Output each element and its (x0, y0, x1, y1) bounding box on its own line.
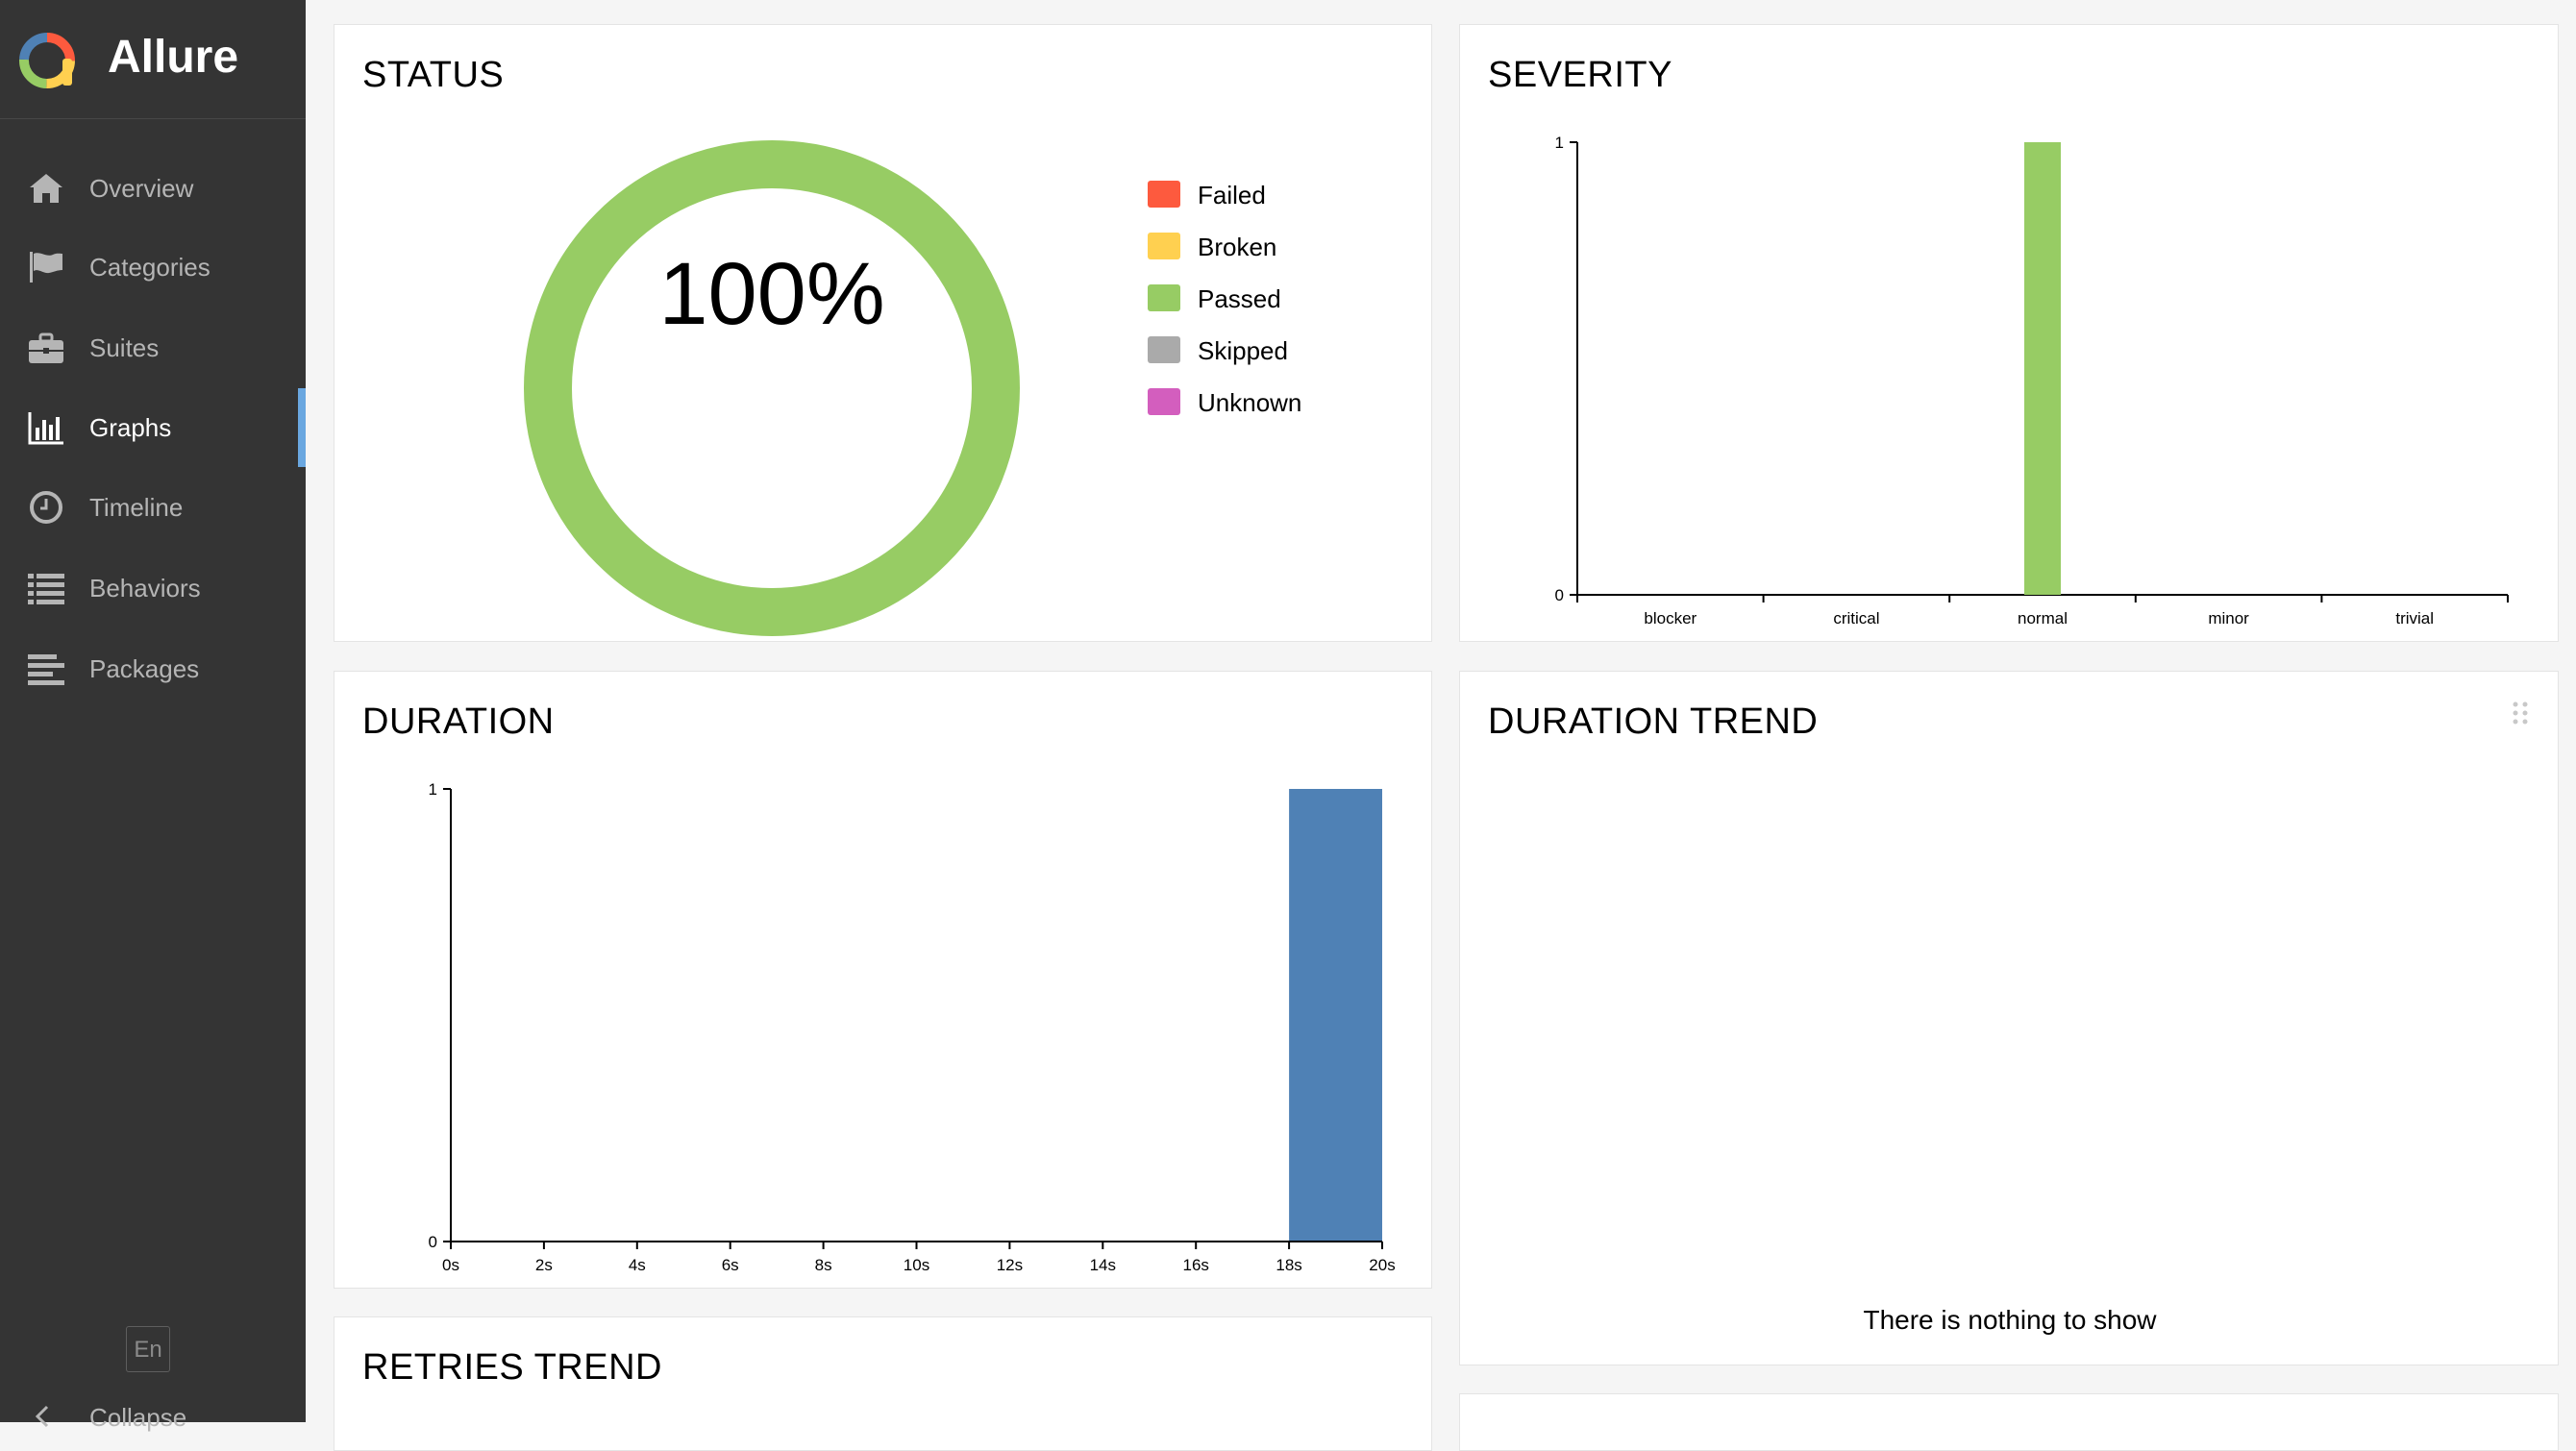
sidebar-item-label: Graphs (89, 413, 172, 442)
sidebar-item-categories[interactable]: Categories (0, 228, 306, 307)
x-tick-label: minor (2208, 609, 2249, 627)
sidebar-item-graphs[interactable]: Graphs (0, 388, 306, 467)
legend-swatch-passed (1148, 284, 1180, 311)
empty-state-message: There is nothing to show (1863, 1305, 2157, 1335)
sidebar-item-behaviors[interactable]: Behaviors (0, 549, 306, 627)
x-tick-label: 12s (997, 1256, 1023, 1274)
x-tick-label: 10s (904, 1256, 929, 1274)
retries-trend-widget: RETRIES TREND (334, 1316, 1432, 1451)
collapse-button[interactable]: Collapse (0, 1393, 306, 1432)
legend-swatch-unknown (1148, 388, 1180, 415)
flag-icon (27, 248, 65, 286)
x-tick-label: 8s (815, 1256, 832, 1274)
severity-bar-chart: 0 1 blocker critical normal minor trivial (1555, 134, 2509, 627)
widget-title: SEVERITY (1488, 55, 1672, 95)
x-tick-label: 14s (1090, 1256, 1116, 1274)
y-tick-label: 1 (429, 780, 437, 799)
legend-swatch-failed (1148, 181, 1180, 208)
home-icon (27, 169, 65, 208)
legend-label: Skipped (1198, 336, 1288, 365)
collapse-label: Collapse (89, 1403, 187, 1432)
sidebar: Allure Overview Categories Suites Graphs… (0, 0, 306, 1432)
y-tick-label: 1 (1555, 134, 1564, 152)
x-tick-label: 4s (629, 1256, 646, 1274)
widget-title: STATUS (362, 55, 505, 95)
widget-title: DURATION TREND (1488, 701, 1819, 742)
legend-label: Passed (1198, 284, 1281, 313)
x-tick-label: blocker (1644, 609, 1697, 627)
app-title: Allure (108, 32, 239, 83)
x-tick-label: trivial (2395, 609, 2434, 627)
status-donut-chart (524, 140, 1020, 636)
legend-label: Failed (1198, 181, 1266, 209)
legend-label: Broken (1198, 233, 1277, 261)
widget-title: RETRIES TREND (362, 1347, 662, 1388)
y-tick-label: 0 (429, 1233, 437, 1251)
severity-widget: SEVERITY 0 1 blocker critical normal minor tri… (1459, 24, 2559, 642)
x-tick-label: 18s (1276, 1256, 1301, 1274)
next-widget (1459, 1393, 2559, 1451)
sidebar-item-packages[interactable]: Packages (0, 629, 306, 708)
briefcase-icon (27, 329, 65, 367)
x-tick-label: normal (2018, 609, 2068, 627)
sidebar-item-label: Behaviors (89, 574, 201, 603)
align-left-icon (27, 650, 65, 688)
list-icon (27, 569, 65, 607)
donut-slice-passed (524, 140, 1020, 636)
sidebar-item-overview[interactable]: Overview (0, 149, 306, 228)
duration-trend-widget: DURATION TREND There is nothing to show (1459, 671, 2559, 1365)
drag-handle-icon[interactable] (2512, 701, 2529, 726)
brand[interactable]: Allure (0, 0, 306, 119)
x-tick-label: 20s (1369, 1256, 1395, 1274)
sidebar-item-label: Overview (89, 174, 194, 203)
sidebar-item-label: Suites (89, 333, 160, 362)
sidebar-item-suites[interactable]: Suites (0, 308, 306, 387)
legend-label: Unknown (1198, 388, 1302, 417)
histogram-bar (1289, 789, 1382, 1242)
sidebar-item-label: Categories (89, 253, 211, 282)
sidebar-item-label: Timeline (89, 493, 184, 522)
status-percent-label: 100% (658, 245, 885, 343)
legend-swatch-skipped (1148, 336, 1180, 363)
y-tick-label: 0 (1555, 586, 1564, 604)
bar-chart-icon (27, 408, 65, 447)
duration-widget: DURATION 0 1 0s 2s 4s 6s 8s 10s 12s 14s 16s 18s 20s (334, 671, 1432, 1289)
sidebar-item-label: Packages (89, 654, 200, 683)
bar-normal (2024, 142, 2061, 595)
widget-title: DURATION (362, 701, 555, 742)
language-selector-button[interactable]: En (126, 1326, 170, 1372)
x-tick-label: 16s (1182, 1256, 1208, 1274)
clock-icon (27, 488, 65, 527)
x-tick-label: 0s (442, 1256, 459, 1274)
allure-logo-icon (19, 33, 75, 88)
sidebar-item-timeline[interactable]: Timeline (0, 468, 306, 547)
legend-swatch-broken (1148, 233, 1180, 259)
x-tick-label: 6s (722, 1256, 739, 1274)
x-tick-label: critical (1833, 609, 1879, 627)
status-widget: STATUS 100% Failed Broken Passed Skipped… (334, 24, 1432, 642)
x-tick-label: 2s (535, 1256, 553, 1274)
chevron-left-icon (35, 1405, 49, 1428)
